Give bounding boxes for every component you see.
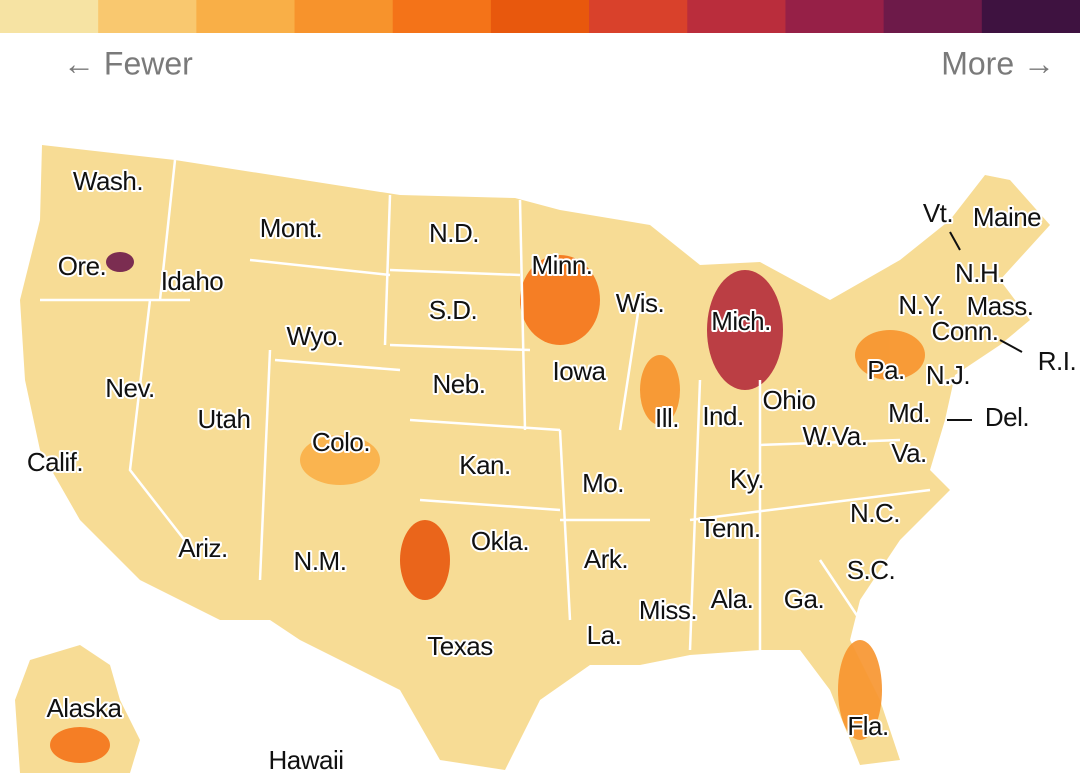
state-label: Ill. xyxy=(655,403,679,433)
state-label: Iowa xyxy=(553,356,607,386)
state-label: Utah xyxy=(198,404,251,434)
state-label: S.D. xyxy=(429,295,478,325)
legend-swatch xyxy=(392,0,492,33)
state-label: Kan. xyxy=(459,450,511,480)
state-label: Mich. xyxy=(711,306,771,336)
legend-swatch xyxy=(589,0,688,33)
state-label: Pa. xyxy=(867,355,905,385)
state-label: Wyo. xyxy=(287,321,344,351)
state-label: Ky. xyxy=(730,464,764,494)
state-label: Del. xyxy=(985,402,1029,432)
state-label: Miss. xyxy=(639,595,697,625)
legend-swatch xyxy=(490,0,590,33)
state-label: Ala. xyxy=(711,584,754,614)
state-label: Md. xyxy=(888,398,930,428)
state-label: S.C. xyxy=(847,555,896,585)
legend-swatch xyxy=(785,0,885,33)
us-shape xyxy=(20,145,1050,770)
legend-swatch xyxy=(883,0,983,33)
state-label: Idaho xyxy=(161,266,224,296)
legend-bar xyxy=(0,0,1080,33)
legend-swatch xyxy=(196,0,296,33)
state-label: Wis. xyxy=(616,288,665,318)
state-label: Tenn. xyxy=(699,513,760,543)
leader-lines xyxy=(947,231,1023,421)
state-label: Ark. xyxy=(584,544,628,574)
state-label: Ga. xyxy=(784,584,824,614)
state-label: N.Y. xyxy=(898,290,943,320)
legend-swatch xyxy=(687,0,786,33)
state-label: W.Va. xyxy=(803,421,868,451)
state-label: Calif. xyxy=(27,447,83,477)
state-label: Hawaii xyxy=(268,745,343,773)
hotspots xyxy=(50,252,925,763)
state-label: Neb. xyxy=(433,369,486,399)
legend-high-label: More → xyxy=(941,45,1055,81)
state-label: N.D. xyxy=(429,218,479,248)
state-label: Minn. xyxy=(531,250,592,280)
legend-swatch xyxy=(981,0,1080,33)
state-label: Conn. xyxy=(932,316,999,346)
state-label: La. xyxy=(587,620,622,650)
state-label: Nev. xyxy=(105,373,155,403)
legend-swatch xyxy=(0,0,99,33)
legend-swatch xyxy=(294,0,394,33)
state-label: Ohio xyxy=(763,385,816,415)
state-label: Colo. xyxy=(312,427,370,457)
state-label: Ore. xyxy=(58,251,107,281)
state-label: Mass. xyxy=(967,291,1034,321)
state-label: Okla. xyxy=(471,526,529,556)
state-label: Wash. xyxy=(73,166,143,196)
legend-swatch xyxy=(98,0,197,33)
state-label: Maine xyxy=(973,202,1041,232)
state-label: Ind. xyxy=(702,401,743,431)
state-label: Vt. xyxy=(923,198,953,228)
state-borders xyxy=(40,159,931,651)
state-label: N.J. xyxy=(926,360,970,390)
state-label: N.C. xyxy=(850,498,900,528)
state-label: Mont. xyxy=(260,213,323,243)
map xyxy=(15,145,1050,773)
state-label: Alaska xyxy=(46,693,122,723)
state-label: R.I. xyxy=(1038,346,1076,376)
state-label: Texas xyxy=(427,631,493,661)
state-label: N.H. xyxy=(955,258,1005,288)
state-labels: Wash. Ore. Idaho Mont. N.D. Minn. Wis. Mich. Vt.… xyxy=(25,164,1079,773)
state-label: Fla. xyxy=(847,711,888,741)
state-label: Va. xyxy=(891,438,927,468)
state-label: Ariz. xyxy=(178,533,228,563)
legend-low-label: ← Fewer xyxy=(63,45,193,81)
state-label: N.M. xyxy=(294,546,347,576)
state-label: Mo. xyxy=(582,468,624,498)
